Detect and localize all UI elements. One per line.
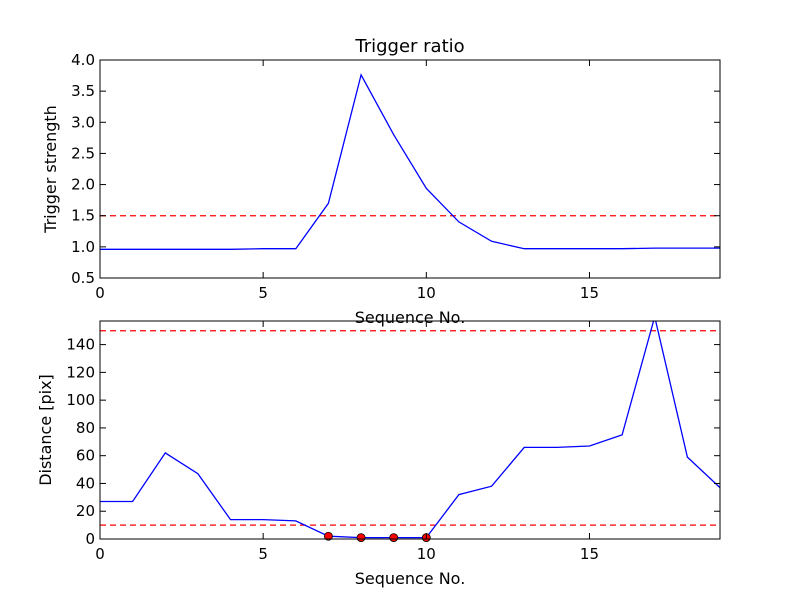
y-tick-label: 120 — [66, 363, 95, 381]
trigger-ratio-chart: Trigger ratio Sequence No. Trigger stren… — [41, 36, 721, 327]
x-axis-label: Sequence No. — [355, 308, 466, 327]
y-tick-label: 2.0 — [71, 176, 95, 194]
y-tick-label: 40 — [76, 474, 95, 492]
x-tick-label: 5 — [258, 545, 268, 563]
plot-frame — [99, 320, 721, 540]
y-tick-label: 1.5 — [71, 207, 95, 225]
y-axis-label: Trigger strength — [41, 105, 60, 234]
chart-title: Trigger ratio — [354, 36, 464, 57]
y-tick-label: 80 — [76, 419, 95, 437]
y-tick-label: 60 — [76, 447, 95, 465]
plot-frame — [99, 59, 721, 279]
y-tick-label: 0.5 — [71, 269, 95, 287]
y-tick-label: 3.5 — [71, 82, 95, 100]
y-tick-label: 3.0 — [71, 113, 95, 131]
data-point — [324, 531, 333, 541]
y-tick-label: 2.5 — [71, 144, 95, 162]
x-tick-label: 0 — [95, 545, 105, 563]
series-line-0 — [100, 321, 720, 539]
series-line-0 — [100, 73, 720, 250]
y-tick-label: 0 — [85, 530, 95, 548]
x-axis-label: Sequence No. — [355, 569, 466, 588]
y-tick-label: 140 — [66, 336, 95, 354]
y-axis-label: Distance [pix] — [36, 374, 55, 486]
x-tick-label: 15 — [580, 545, 599, 563]
data-point — [389, 533, 399, 543]
x-tick-label: 15 — [580, 284, 599, 302]
y-tick-label: 20 — [76, 502, 95, 520]
y-tick-label: 1.0 — [71, 238, 95, 256]
y-tick-label: 100 — [66, 391, 95, 409]
x-tick-label: 0 — [95, 284, 105, 302]
plot-area — [100, 73, 720, 250]
x-tick-label: 10 — [417, 284, 436, 302]
x-tick-label: 5 — [258, 284, 268, 302]
y-tick-label: 4.0 — [71, 51, 95, 69]
x-tick-label: 10 — [417, 545, 436, 563]
plot-area — [100, 321, 720, 539]
distance-chart: Sequence No. Distance [pix] 0 5 10 15 0 20 40 6… — [36, 320, 721, 588]
data-point — [356, 533, 366, 543]
